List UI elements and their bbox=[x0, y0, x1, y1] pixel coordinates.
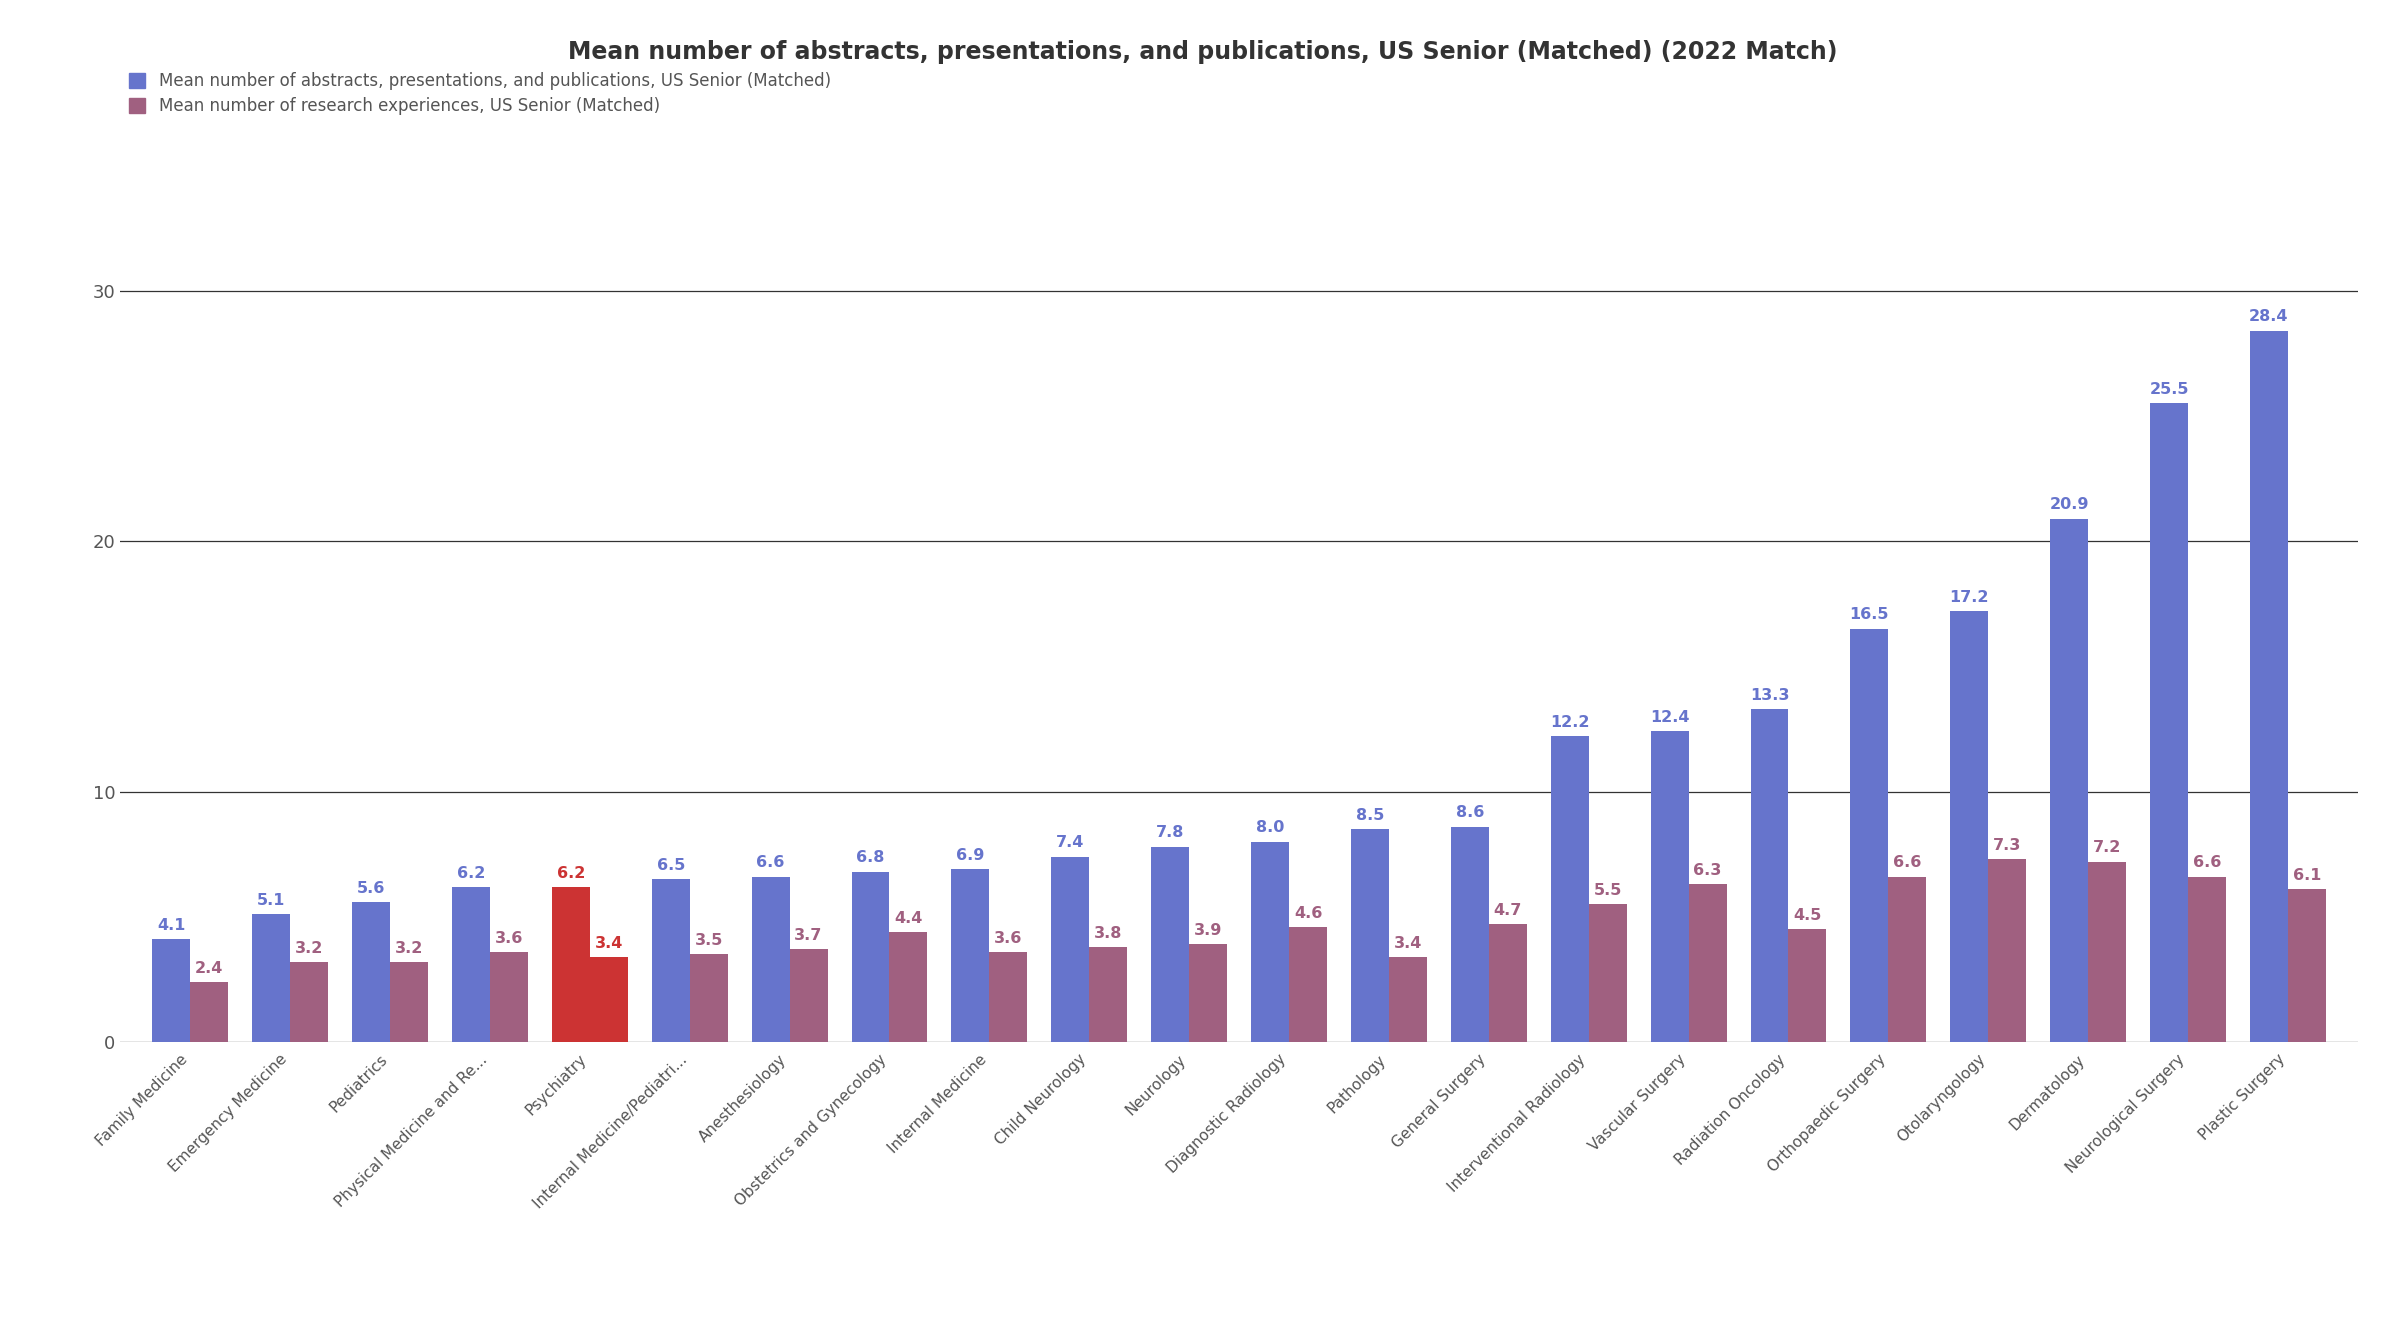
Bar bbox=[452, 887, 491, 1042]
Text: 3.4: 3.4 bbox=[1393, 935, 1422, 951]
Bar bbox=[390, 962, 428, 1042]
Text: Mean number of abstracts, presentations, and publications, US Senior (Matched) (: Mean number of abstracts, presentations,… bbox=[568, 40, 1838, 64]
Text: 3.6: 3.6 bbox=[496, 931, 522, 946]
Bar bbox=[1189, 945, 1227, 1042]
Bar bbox=[152, 939, 190, 1042]
Bar bbox=[1489, 925, 1528, 1042]
Bar bbox=[1951, 612, 1987, 1042]
Text: 6.9: 6.9 bbox=[955, 848, 984, 863]
Text: 6.6: 6.6 bbox=[1894, 855, 1922, 871]
Bar bbox=[253, 914, 291, 1042]
Bar bbox=[2151, 403, 2187, 1042]
Bar bbox=[1051, 856, 1090, 1042]
Bar bbox=[2187, 876, 2226, 1042]
Text: 5.5: 5.5 bbox=[1593, 883, 1622, 898]
Bar bbox=[491, 951, 527, 1042]
Text: 6.2: 6.2 bbox=[457, 866, 486, 880]
Bar bbox=[2088, 862, 2127, 1042]
Text: 3.8: 3.8 bbox=[1095, 926, 1124, 941]
Text: 12.4: 12.4 bbox=[1651, 711, 1689, 725]
Text: 25.5: 25.5 bbox=[2149, 382, 2189, 397]
Text: 7.4: 7.4 bbox=[1056, 835, 1085, 851]
Bar bbox=[190, 982, 229, 1042]
Bar bbox=[1889, 876, 1927, 1042]
Text: 6.1: 6.1 bbox=[2293, 868, 2322, 883]
Bar bbox=[1352, 830, 1388, 1042]
Text: 3.6: 3.6 bbox=[994, 931, 1023, 946]
Bar bbox=[1552, 736, 1588, 1042]
Text: 6.8: 6.8 bbox=[857, 851, 885, 866]
Bar bbox=[589, 957, 628, 1042]
Bar bbox=[1651, 732, 1689, 1042]
Bar bbox=[1388, 957, 1427, 1042]
Bar bbox=[2250, 331, 2288, 1042]
Legend: Mean number of abstracts, presentations, and publications, US Senior (Matched), : Mean number of abstracts, presentations,… bbox=[128, 72, 830, 115]
Bar bbox=[351, 902, 390, 1042]
Bar bbox=[691, 954, 727, 1042]
Bar bbox=[1251, 842, 1290, 1042]
Text: 8.0: 8.0 bbox=[1256, 820, 1285, 835]
Bar bbox=[652, 879, 691, 1042]
Text: 6.5: 6.5 bbox=[657, 858, 686, 872]
Bar bbox=[890, 933, 926, 1042]
Bar bbox=[291, 962, 327, 1042]
Bar bbox=[2288, 890, 2327, 1042]
Text: 16.5: 16.5 bbox=[1850, 608, 1889, 623]
Text: 3.5: 3.5 bbox=[695, 933, 722, 949]
Bar bbox=[751, 876, 789, 1042]
Bar bbox=[1689, 884, 1728, 1042]
Bar bbox=[1588, 904, 1626, 1042]
Text: 6.2: 6.2 bbox=[556, 866, 585, 880]
Text: 13.3: 13.3 bbox=[1749, 688, 1790, 703]
Bar bbox=[1788, 930, 1826, 1042]
Text: 7.8: 7.8 bbox=[1155, 826, 1184, 840]
Text: 2.4: 2.4 bbox=[195, 961, 224, 975]
Bar bbox=[852, 871, 890, 1042]
Text: 17.2: 17.2 bbox=[1949, 591, 1990, 605]
Text: 4.6: 4.6 bbox=[1294, 906, 1323, 921]
Text: 7.2: 7.2 bbox=[2093, 840, 2122, 855]
Bar bbox=[789, 950, 828, 1042]
Text: 28.4: 28.4 bbox=[2250, 310, 2288, 325]
Text: 8.6: 8.6 bbox=[1456, 806, 1485, 820]
Text: 8.5: 8.5 bbox=[1355, 808, 1383, 823]
Bar bbox=[551, 887, 589, 1042]
Text: 4.7: 4.7 bbox=[1494, 903, 1523, 918]
Text: 3.9: 3.9 bbox=[1193, 923, 1222, 938]
Text: 12.2: 12.2 bbox=[1549, 715, 1590, 731]
Text: 4.5: 4.5 bbox=[1792, 908, 1821, 923]
Bar bbox=[950, 870, 989, 1042]
Text: 20.9: 20.9 bbox=[2050, 497, 2088, 512]
Bar bbox=[1850, 629, 1889, 1042]
Text: 3.2: 3.2 bbox=[296, 941, 322, 955]
Bar bbox=[1090, 947, 1126, 1042]
Text: 5.1: 5.1 bbox=[257, 892, 286, 908]
Bar bbox=[1290, 927, 1328, 1042]
Bar bbox=[1987, 859, 2026, 1042]
Text: 3.2: 3.2 bbox=[395, 941, 423, 955]
Text: 6.6: 6.6 bbox=[755, 855, 784, 871]
Text: 3.4: 3.4 bbox=[594, 935, 623, 951]
Bar bbox=[2050, 518, 2088, 1042]
Text: 6.3: 6.3 bbox=[1694, 863, 1723, 878]
Text: 7.3: 7.3 bbox=[1992, 838, 2021, 852]
Bar bbox=[1752, 709, 1788, 1042]
Text: 5.6: 5.6 bbox=[356, 880, 385, 895]
Text: 3.7: 3.7 bbox=[794, 929, 823, 943]
Text: 6.6: 6.6 bbox=[2192, 855, 2221, 871]
Bar bbox=[1150, 847, 1189, 1042]
Text: 4.1: 4.1 bbox=[156, 918, 185, 933]
Bar bbox=[989, 951, 1027, 1042]
Bar bbox=[1451, 827, 1489, 1042]
Text: 4.4: 4.4 bbox=[895, 911, 921, 926]
